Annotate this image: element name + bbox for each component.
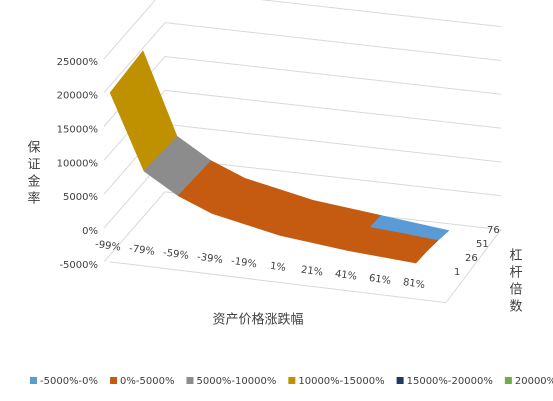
floor-edge xyxy=(109,229,502,304)
z-tick-label: 76 xyxy=(487,225,500,236)
y-tick-label: 15000% xyxy=(57,125,98,136)
legend-label: 20000%-25000% xyxy=(515,376,553,387)
x-tick-label: 41% xyxy=(334,269,358,283)
x-tick-label: 21% xyxy=(300,265,324,279)
legend-swatch xyxy=(30,377,37,384)
z-tick-label: 1 xyxy=(454,267,460,278)
x-tick-label: 1% xyxy=(269,261,286,274)
legend-label: 10000%-15000% xyxy=(298,376,384,387)
x-tick-label: -19% xyxy=(230,256,257,270)
y-tick-label: 0% xyxy=(82,226,98,237)
legend-label: -5000%-0% xyxy=(40,376,98,387)
y-tick-label: -5000% xyxy=(59,260,98,271)
legend-label: 15000%-20000% xyxy=(407,376,493,387)
legend-swatch xyxy=(288,377,296,384)
legend-swatch xyxy=(186,377,194,384)
legend-swatch xyxy=(504,377,512,384)
grid-line xyxy=(103,89,502,161)
y-tick-label: 10000% xyxy=(57,158,98,169)
x-tick-label: -59% xyxy=(162,247,189,261)
legend-swatch xyxy=(396,377,404,384)
legend-label: 0%-5000% xyxy=(120,376,174,387)
legend-swatch xyxy=(110,377,118,384)
z-tick-label: 26 xyxy=(465,253,478,264)
x-tick-label: -39% xyxy=(196,252,223,266)
grid-line xyxy=(103,0,502,60)
x-tick-label: 61% xyxy=(368,273,392,287)
x-tick-label: -79% xyxy=(128,243,155,257)
z-axis-title: 杠杆倍数 xyxy=(507,247,523,316)
legend-label: 5000%-10000% xyxy=(196,376,276,387)
x-axis-title: 资产价格涨跌幅 xyxy=(212,312,303,328)
y-tick-label: 20000% xyxy=(57,91,98,102)
x-tick-label: -99% xyxy=(94,239,121,253)
surface-patch xyxy=(381,244,428,264)
z-tick-label: 51 xyxy=(476,239,489,250)
grid-line xyxy=(103,22,502,93)
y-axis-title: 保证金率 xyxy=(25,140,41,208)
y-tick-label: 25000% xyxy=(57,57,98,68)
y-tick-label: 5000% xyxy=(63,192,98,203)
x-tick-label: 81% xyxy=(402,277,426,291)
